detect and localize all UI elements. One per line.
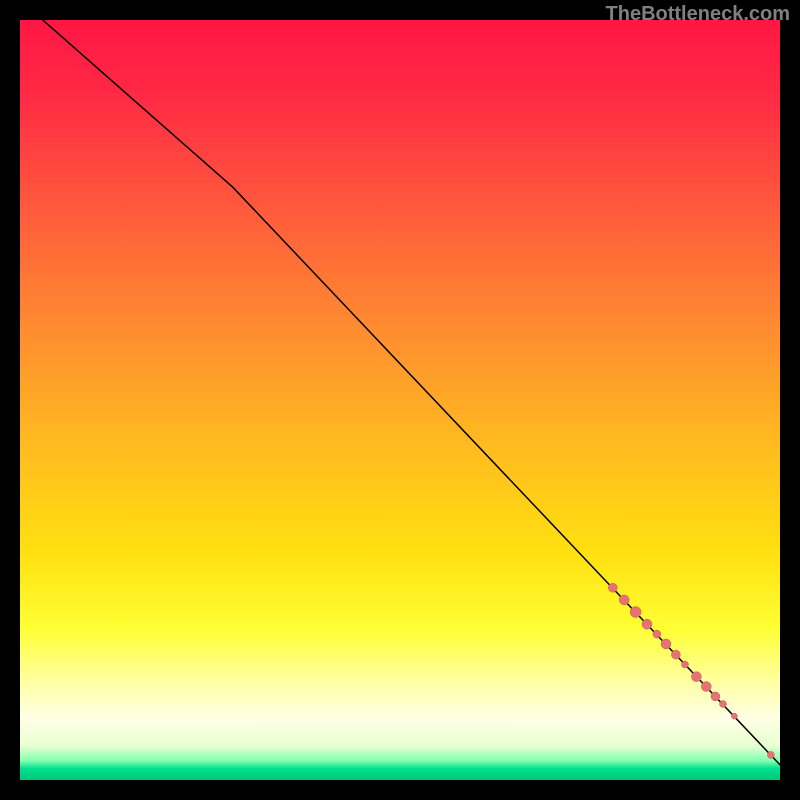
data-marker (671, 650, 680, 659)
data-marker (653, 630, 661, 638)
data-marker (731, 713, 737, 719)
plot-area (20, 20, 780, 780)
data-marker (661, 639, 671, 649)
data-marker (720, 701, 727, 708)
data-marker (608, 583, 617, 592)
watermark-text: TheBottleneck.com (606, 3, 790, 26)
data-marker (767, 751, 774, 758)
data-marker (711, 692, 720, 701)
chart-container: TheBottleneck.com (0, 0, 800, 800)
data-marker (642, 619, 652, 629)
plot-svg (20, 20, 780, 780)
data-marker (691, 672, 701, 682)
data-marker (682, 661, 689, 668)
data-marker (630, 607, 641, 618)
data-marker (619, 595, 629, 605)
data-marker (701, 682, 711, 692)
gradient-background (20, 20, 780, 780)
